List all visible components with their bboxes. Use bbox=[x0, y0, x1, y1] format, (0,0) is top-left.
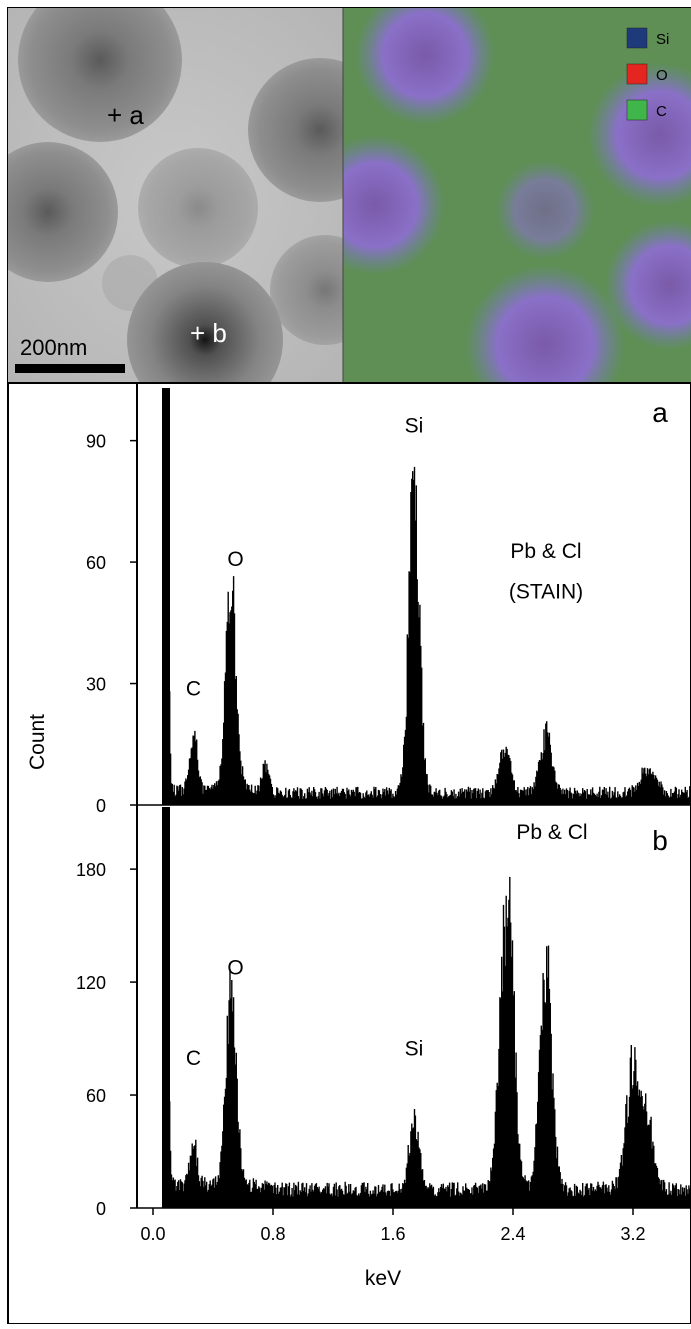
eds-map: Si O C bbox=[343, 8, 691, 382]
peak-annotation: Si bbox=[405, 1038, 424, 1061]
peak-annotation: O bbox=[227, 957, 243, 980]
y-tick-label: 0 bbox=[96, 1199, 106, 1219]
map-particle bbox=[588, 63, 691, 207]
y-tick-label: 120 bbox=[76, 973, 106, 993]
x-tick-label: 0.0 bbox=[140, 1224, 165, 1244]
y-tick-label: 60 bbox=[86, 1086, 106, 1106]
particle-b bbox=[127, 262, 283, 382]
point-a-marker: + a bbox=[107, 100, 144, 130]
scale-bar-label: 200nm bbox=[20, 335, 87, 360]
particle bbox=[248, 58, 343, 202]
scale-bar bbox=[15, 364, 125, 373]
legend-label: Si bbox=[656, 31, 669, 48]
legend-swatch bbox=[626, 27, 648, 49]
peak-annotation: C bbox=[186, 1047, 201, 1070]
particle bbox=[18, 8, 182, 142]
map-particle bbox=[495, 160, 595, 260]
x-tick-label: 3.2 bbox=[620, 1224, 645, 1244]
x-tick-label: 0.8 bbox=[260, 1224, 285, 1244]
particle bbox=[138, 148, 258, 268]
zero-peak bbox=[162, 807, 170, 1208]
tem-micrograph: 200nm + a + b bbox=[8, 8, 343, 382]
panel-label: a bbox=[652, 397, 668, 428]
legend-swatch bbox=[626, 99, 648, 121]
spectrum-b bbox=[162, 807, 691, 1208]
peak-annotation: C bbox=[186, 678, 201, 701]
legend-label: O bbox=[656, 67, 668, 84]
map-particle bbox=[465, 265, 625, 382]
y-tick-label: 180 bbox=[76, 860, 106, 880]
panel-label: b bbox=[652, 825, 668, 856]
map-particle bbox=[343, 135, 445, 275]
x-tick-label: 2.4 bbox=[500, 1224, 525, 1244]
y-tick-label: 90 bbox=[86, 432, 106, 452]
peak-annotation: O bbox=[227, 548, 243, 571]
y-axis-label: Count bbox=[26, 714, 49, 770]
y-tick-label: 60 bbox=[86, 553, 106, 573]
spectrum-a bbox=[162, 388, 691, 805]
peak-annotation: Pb & Cl bbox=[510, 540, 581, 563]
particle bbox=[270, 235, 343, 345]
peak-annotation: (STAIN) bbox=[509, 581, 583, 604]
peak-annotation: Si bbox=[405, 415, 424, 438]
y-tick-label: 30 bbox=[86, 675, 106, 695]
zero-peak bbox=[162, 388, 170, 805]
x-tick-label: 1.6 bbox=[380, 1224, 405, 1244]
x-axis-label: keV bbox=[365, 1267, 401, 1290]
y-tick-label: 0 bbox=[96, 796, 106, 816]
map-legend: Si O C bbox=[626, 27, 669, 121]
map-particle bbox=[605, 220, 691, 350]
spectrum-trace bbox=[163, 388, 691, 805]
legend-label: C bbox=[656, 103, 667, 120]
spectrum-trace bbox=[163, 814, 691, 1208]
map-particle bbox=[355, 8, 495, 125]
particle bbox=[8, 142, 118, 282]
point-b-marker: + b bbox=[190, 318, 227, 348]
legend-swatch bbox=[626, 63, 648, 85]
peak-annotation: Pb & Cl bbox=[516, 821, 587, 844]
eds-spectra: 0 30 60 90 a C O Si Pb & Cl (STAIN) 0 60 120 180 b C O Si… bbox=[76, 384, 691, 1244]
